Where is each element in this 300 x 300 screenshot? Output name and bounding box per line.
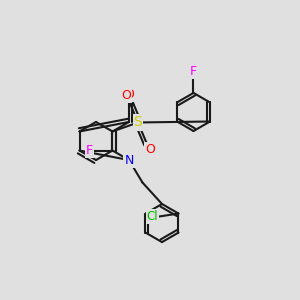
Text: N: N bbox=[124, 154, 134, 166]
Text: Cl: Cl bbox=[147, 210, 158, 223]
Text: F: F bbox=[85, 144, 93, 157]
Text: O: O bbox=[124, 88, 134, 101]
Text: F: F bbox=[190, 64, 197, 77]
Text: O: O bbox=[121, 89, 131, 102]
Text: S: S bbox=[134, 116, 142, 130]
Text: O: O bbox=[145, 143, 155, 156]
